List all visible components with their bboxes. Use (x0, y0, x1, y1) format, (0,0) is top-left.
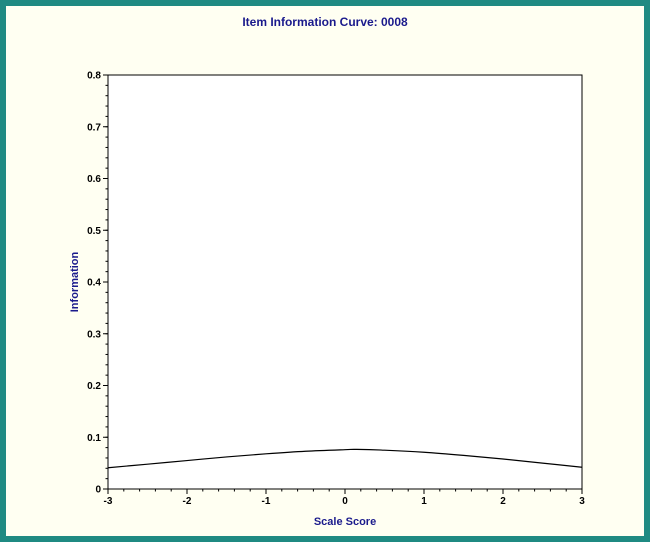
x-axis-label: Scale Score (314, 516, 376, 528)
plot-area (107, 74, 583, 490)
y-tick-label: 0.3 (87, 329, 101, 340)
x-tick-label: -2 (183, 496, 192, 507)
y-tick-label: 0.5 (87, 226, 101, 237)
x-tick-label: 0 (342, 496, 348, 507)
y-tick-label: 0.8 (87, 71, 101, 82)
x-tick-label: 3 (579, 496, 585, 507)
y-tick-label: 0.2 (87, 381, 101, 392)
information-curve (107, 448, 583, 469)
chart-title: Item Information Curve: 0008 (242, 15, 408, 29)
y-tick-label: 0.1 (87, 433, 101, 444)
tick-labels: -3 -2 -1 0 1 2 3 0 0.1 0.2 0.3 0.4 0.5 0.6 0.7 0.8 (87, 71, 585, 508)
x-tick-label: -3 (104, 496, 113, 507)
y-tick-label: 0 (95, 485, 101, 496)
y-tick-label: 0.7 (87, 122, 101, 133)
y-tick-label: 0.6 (87, 174, 101, 185)
y-tick-label: 0.4 (87, 278, 101, 289)
x-tick-label: 1 (421, 496, 427, 507)
axis-ticks (103, 74, 583, 494)
x-tick-label: -1 (262, 496, 271, 507)
chart: Item Information Curve: 0008 -3 -2 -1 0 1 2 3 0… (69, 15, 585, 528)
y-axis-label: Information (69, 251, 81, 312)
x-tick-label: 2 (500, 496, 506, 507)
